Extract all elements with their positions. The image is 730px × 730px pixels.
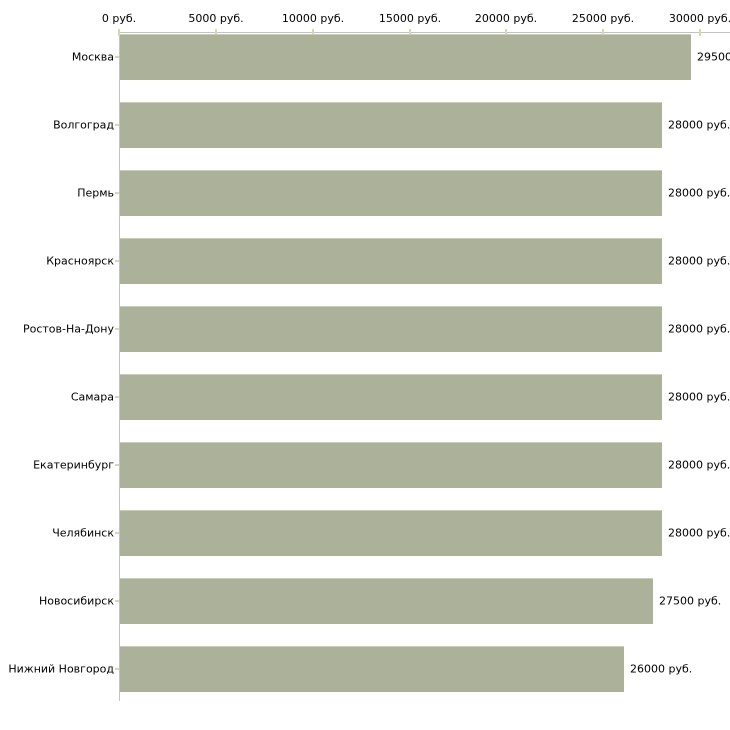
x-axis-tick-label: 20000 руб.: [474, 12, 538, 25]
category-label: Новосибирск: [38, 594, 114, 608]
y-axis-tick: [115, 600, 119, 602]
y-axis-tick: [115, 192, 119, 194]
bar: [120, 102, 662, 148]
y-axis-tick: [115, 532, 119, 534]
category-label: Самара: [70, 390, 114, 404]
x-axis-tick-label: 10000 руб.: [281, 12, 345, 25]
x-axis-tick-label: 30000 руб.: [668, 12, 730, 25]
x-axis-tick-label: 5000 руб.: [188, 12, 244, 25]
x-axis-tick-label: 15000 руб.: [378, 12, 442, 25]
x-axis-tick-label: 0 руб.: [101, 12, 137, 25]
value-label: 26000 руб.: [630, 662, 693, 676]
category-label: Ростов-На-Дону: [22, 322, 114, 336]
category-label: Пермь: [77, 186, 114, 200]
bar: [120, 442, 662, 488]
value-label: 28000 руб.: [668, 186, 730, 200]
x-axis-tick: [602, 29, 604, 36]
value-label: 28000 руб.: [668, 390, 730, 404]
bar: [120, 646, 624, 692]
y-axis-tick: [115, 464, 119, 466]
x-axis-tick-label: 25000 руб.: [571, 12, 635, 25]
category-label: Красноярск: [46, 254, 114, 268]
x-axis-tick: [215, 29, 217, 36]
category-label: Екатеринбург: [33, 458, 114, 472]
bar: [120, 34, 691, 80]
bar: [120, 238, 662, 284]
value-label: 28000 руб.: [668, 118, 730, 132]
y-axis-tick: [115, 124, 119, 126]
y-axis-tick: [115, 328, 119, 330]
value-label: 28000 руб.: [668, 322, 730, 336]
value-label: 29500: [697, 50, 730, 64]
value-label: 27500 руб.: [659, 594, 722, 608]
value-label: 28000 руб.: [668, 526, 730, 540]
category-label: Челябинск: [52, 526, 114, 540]
value-label: 28000 руб.: [668, 254, 730, 268]
bar: [120, 510, 662, 556]
x-axis-tick: [505, 29, 507, 36]
x-axis-tick: [118, 29, 120, 36]
y-axis-tick: [115, 56, 119, 58]
y-axis-line: [119, 32, 120, 701]
y-axis-tick: [115, 260, 119, 262]
category-label: Москва: [71, 50, 114, 64]
bar: [120, 306, 662, 352]
x-axis-tick: [699, 29, 701, 36]
bar: [120, 578, 653, 624]
bar: [120, 170, 662, 216]
y-axis-tick: [115, 396, 119, 398]
x-axis-line: [119, 32, 730, 33]
x-axis-tick: [312, 29, 314, 36]
category-label: Волгоград: [53, 118, 114, 132]
category-label: Нижний Новгород: [8, 662, 114, 676]
bar: [120, 374, 662, 420]
value-label: 28000 руб.: [668, 458, 730, 472]
y-axis-tick: [115, 668, 119, 670]
x-axis-tick: [409, 29, 411, 36]
